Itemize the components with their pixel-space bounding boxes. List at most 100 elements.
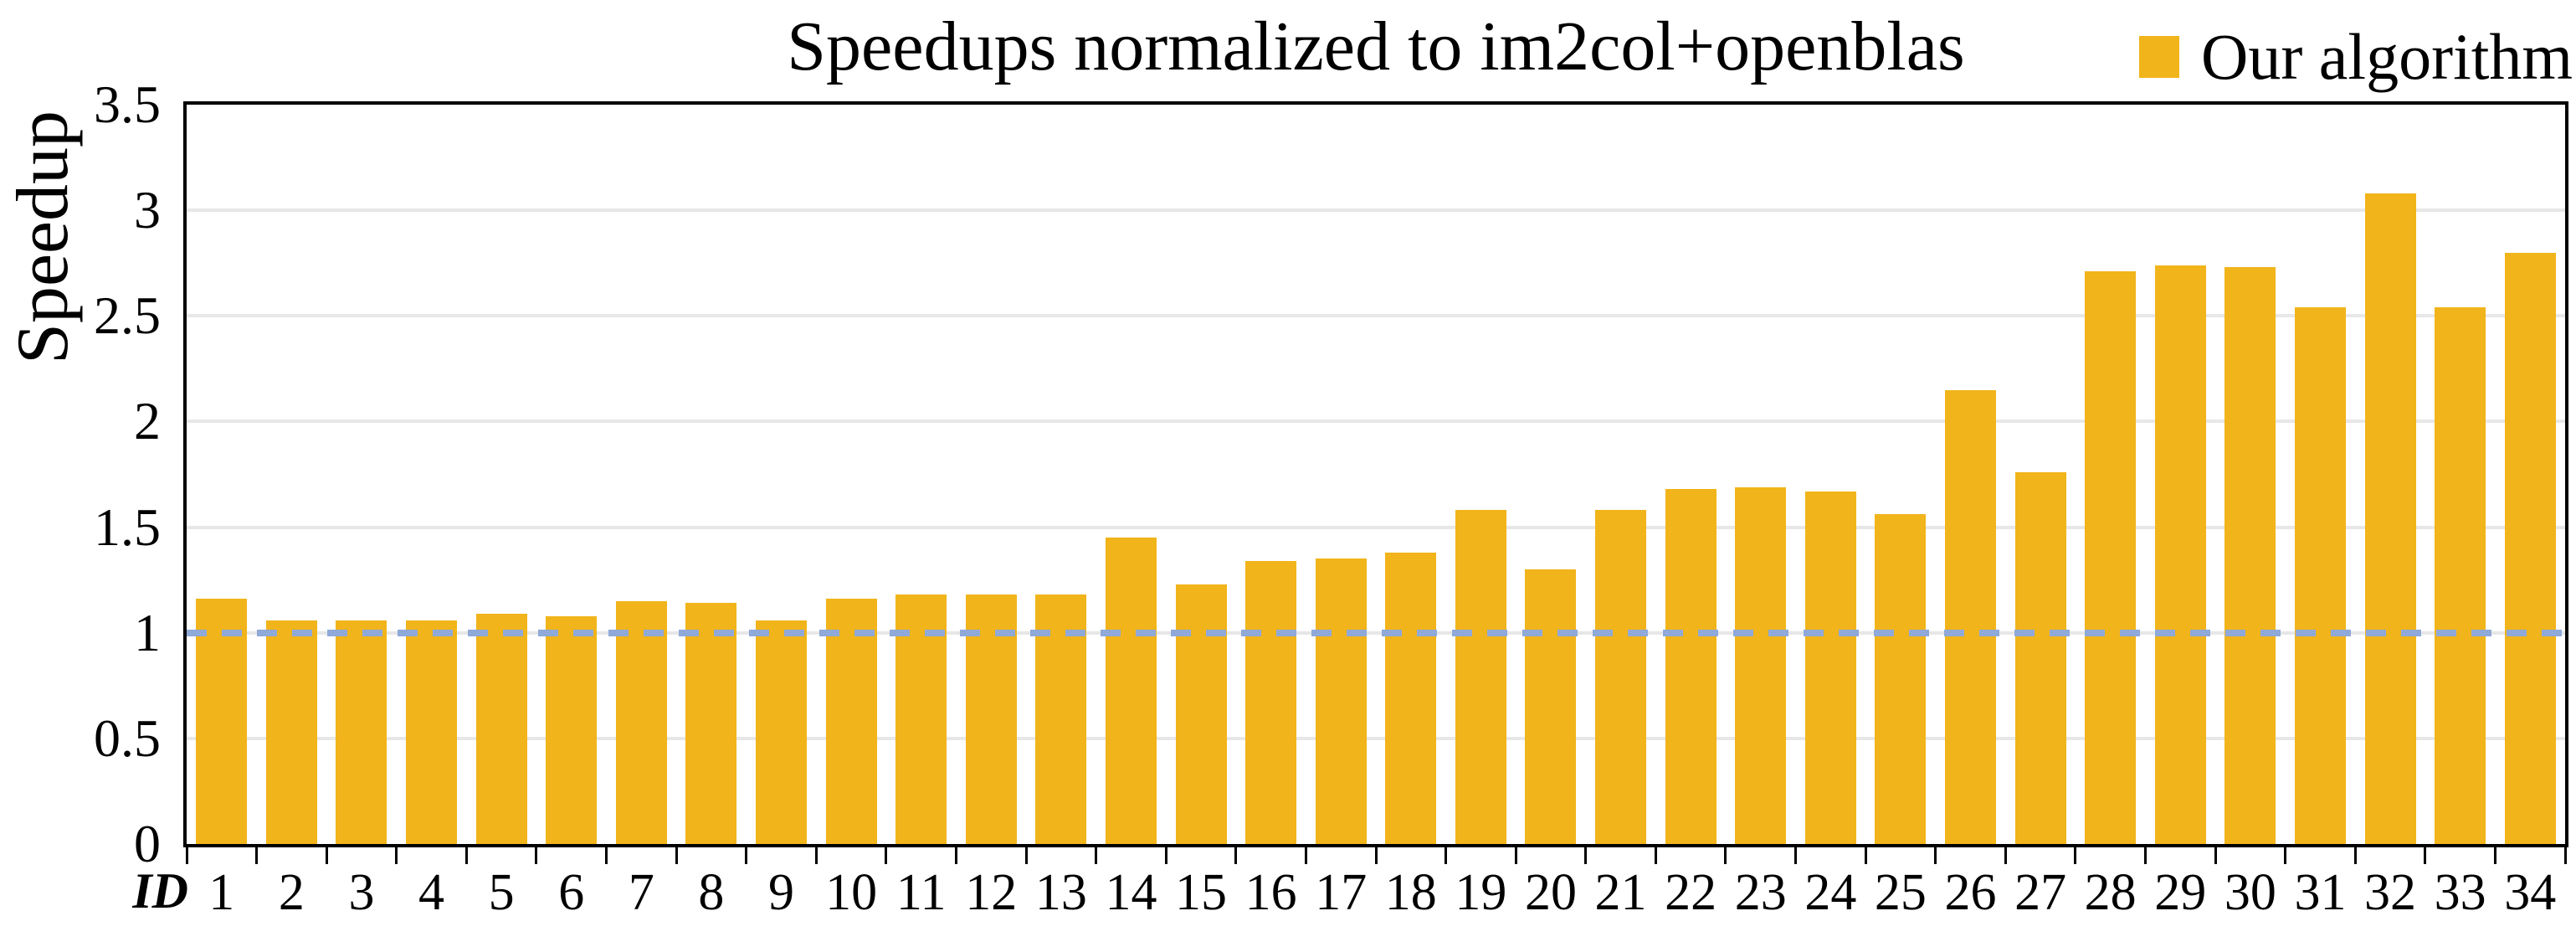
x-axis-tick xyxy=(745,847,748,864)
x-tick-label: 11 xyxy=(895,864,947,921)
x-tick-label: 12 xyxy=(965,864,1018,921)
bar xyxy=(2014,471,2066,844)
x-axis-tick xyxy=(2424,847,2427,864)
gridline xyxy=(187,736,2565,740)
x-axis-tick xyxy=(1024,847,1028,864)
bar xyxy=(1595,510,1647,844)
y-tick-label: 0 xyxy=(134,814,161,873)
x-axis-tick xyxy=(464,847,468,864)
x-axis-tick xyxy=(675,847,678,864)
x-axis-tick xyxy=(1234,847,1238,864)
bar xyxy=(406,620,458,844)
x-tick-label: 32 xyxy=(2364,864,2417,921)
x-tick-label: 7 xyxy=(628,864,654,921)
x-tick-label: 21 xyxy=(1594,864,1647,921)
bar xyxy=(196,599,248,844)
bar xyxy=(336,620,387,844)
gridline xyxy=(187,208,2565,213)
bar xyxy=(2085,271,2137,844)
gridline xyxy=(187,419,2565,424)
bar xyxy=(1804,491,1856,844)
x-axis-tick xyxy=(255,847,259,864)
x-tick-label: 24 xyxy=(1804,864,1857,921)
x-axis-id-label: ID xyxy=(132,863,188,919)
x-tick-label: 9 xyxy=(768,864,794,921)
bar xyxy=(1385,552,1437,844)
x-tick-label: 13 xyxy=(1034,864,1087,921)
x-tick-label: 3 xyxy=(348,864,375,921)
y-tick-label: 0.5 xyxy=(94,708,161,768)
x-axis-tick xyxy=(2074,847,2077,864)
x-tick-label: 26 xyxy=(1944,864,1997,921)
x-tick-label: 14 xyxy=(1105,864,1157,921)
x-axis-tick xyxy=(395,847,398,864)
x-tick-label: 16 xyxy=(1244,864,1297,921)
bar xyxy=(1315,558,1367,844)
bar xyxy=(1175,584,1227,844)
x-axis-tick xyxy=(2284,847,2287,864)
x-axis-tick xyxy=(2004,847,2007,864)
bar xyxy=(1245,560,1297,844)
x-tick-label: 27 xyxy=(2014,864,2067,921)
x-axis-tick xyxy=(1304,847,1307,864)
gridline xyxy=(187,525,2565,529)
y-tick-label: 1 xyxy=(134,602,161,662)
x-axis-tick xyxy=(2563,847,2567,864)
bar xyxy=(2154,265,2206,844)
x-axis-tick xyxy=(1374,847,1378,864)
bar xyxy=(615,600,667,844)
x-axis-tick xyxy=(2493,847,2496,864)
gridline xyxy=(187,314,2565,318)
x-tick-label: 8 xyxy=(698,864,725,921)
bar xyxy=(2504,252,2556,844)
x-axis-tick xyxy=(1654,847,1657,864)
x-axis-tick xyxy=(954,847,957,864)
bar xyxy=(1455,510,1506,844)
x-tick-label: 22 xyxy=(1665,864,1717,921)
x-tick-label: 17 xyxy=(1315,864,1368,921)
chart-title: Speedups normalized to im2col+openblas xyxy=(787,8,1965,85)
x-tick-label: 31 xyxy=(2294,864,2347,921)
x-tick-label: 20 xyxy=(1524,864,1577,921)
baseline-dashed-line xyxy=(187,629,2565,636)
bar xyxy=(2224,267,2276,844)
x-axis-tick xyxy=(1445,847,1448,864)
bar xyxy=(895,594,947,844)
x-tick-label: 5 xyxy=(488,864,515,921)
legend-swatch-icon xyxy=(2139,36,2179,78)
x-axis-tick xyxy=(185,847,188,864)
x-axis-tick xyxy=(1584,847,1588,864)
x-tick-label: 33 xyxy=(2434,864,2486,921)
bar xyxy=(1665,489,1716,844)
bar xyxy=(1035,594,1087,844)
plot-area xyxy=(183,101,2568,847)
bar xyxy=(825,599,877,844)
x-tick-label: 19 xyxy=(1455,864,1507,921)
x-axis-tick xyxy=(1164,847,1167,864)
x-tick-label: 6 xyxy=(558,864,585,921)
x-tick-label: 15 xyxy=(1175,864,1228,921)
x-axis-tick xyxy=(605,847,608,864)
x-tick-label: 4 xyxy=(418,864,445,921)
x-axis-tick xyxy=(1864,847,1867,864)
y-tick-label: 3.5 xyxy=(94,75,161,134)
x-tick-label: 34 xyxy=(2504,864,2557,921)
bar xyxy=(1945,389,1996,844)
legend: Our algorithm xyxy=(2139,20,2573,93)
x-axis-tick xyxy=(885,847,888,864)
x-tick-label: 28 xyxy=(2084,864,2137,921)
legend-label: Our algorithm xyxy=(2201,20,2573,93)
y-tick-label: 2 xyxy=(134,391,161,451)
x-tick-label: 25 xyxy=(1874,864,1927,921)
x-tick-label: 1 xyxy=(208,864,235,921)
bar xyxy=(2364,193,2416,844)
x-axis-tick xyxy=(2143,847,2147,864)
bar xyxy=(2294,307,2346,844)
bar xyxy=(546,615,598,844)
x-axis-tick xyxy=(1794,847,1798,864)
y-tick-label: 2.5 xyxy=(94,286,161,346)
bar xyxy=(1105,538,1157,844)
x-axis-tick xyxy=(1095,847,1098,864)
bar xyxy=(965,594,1017,844)
